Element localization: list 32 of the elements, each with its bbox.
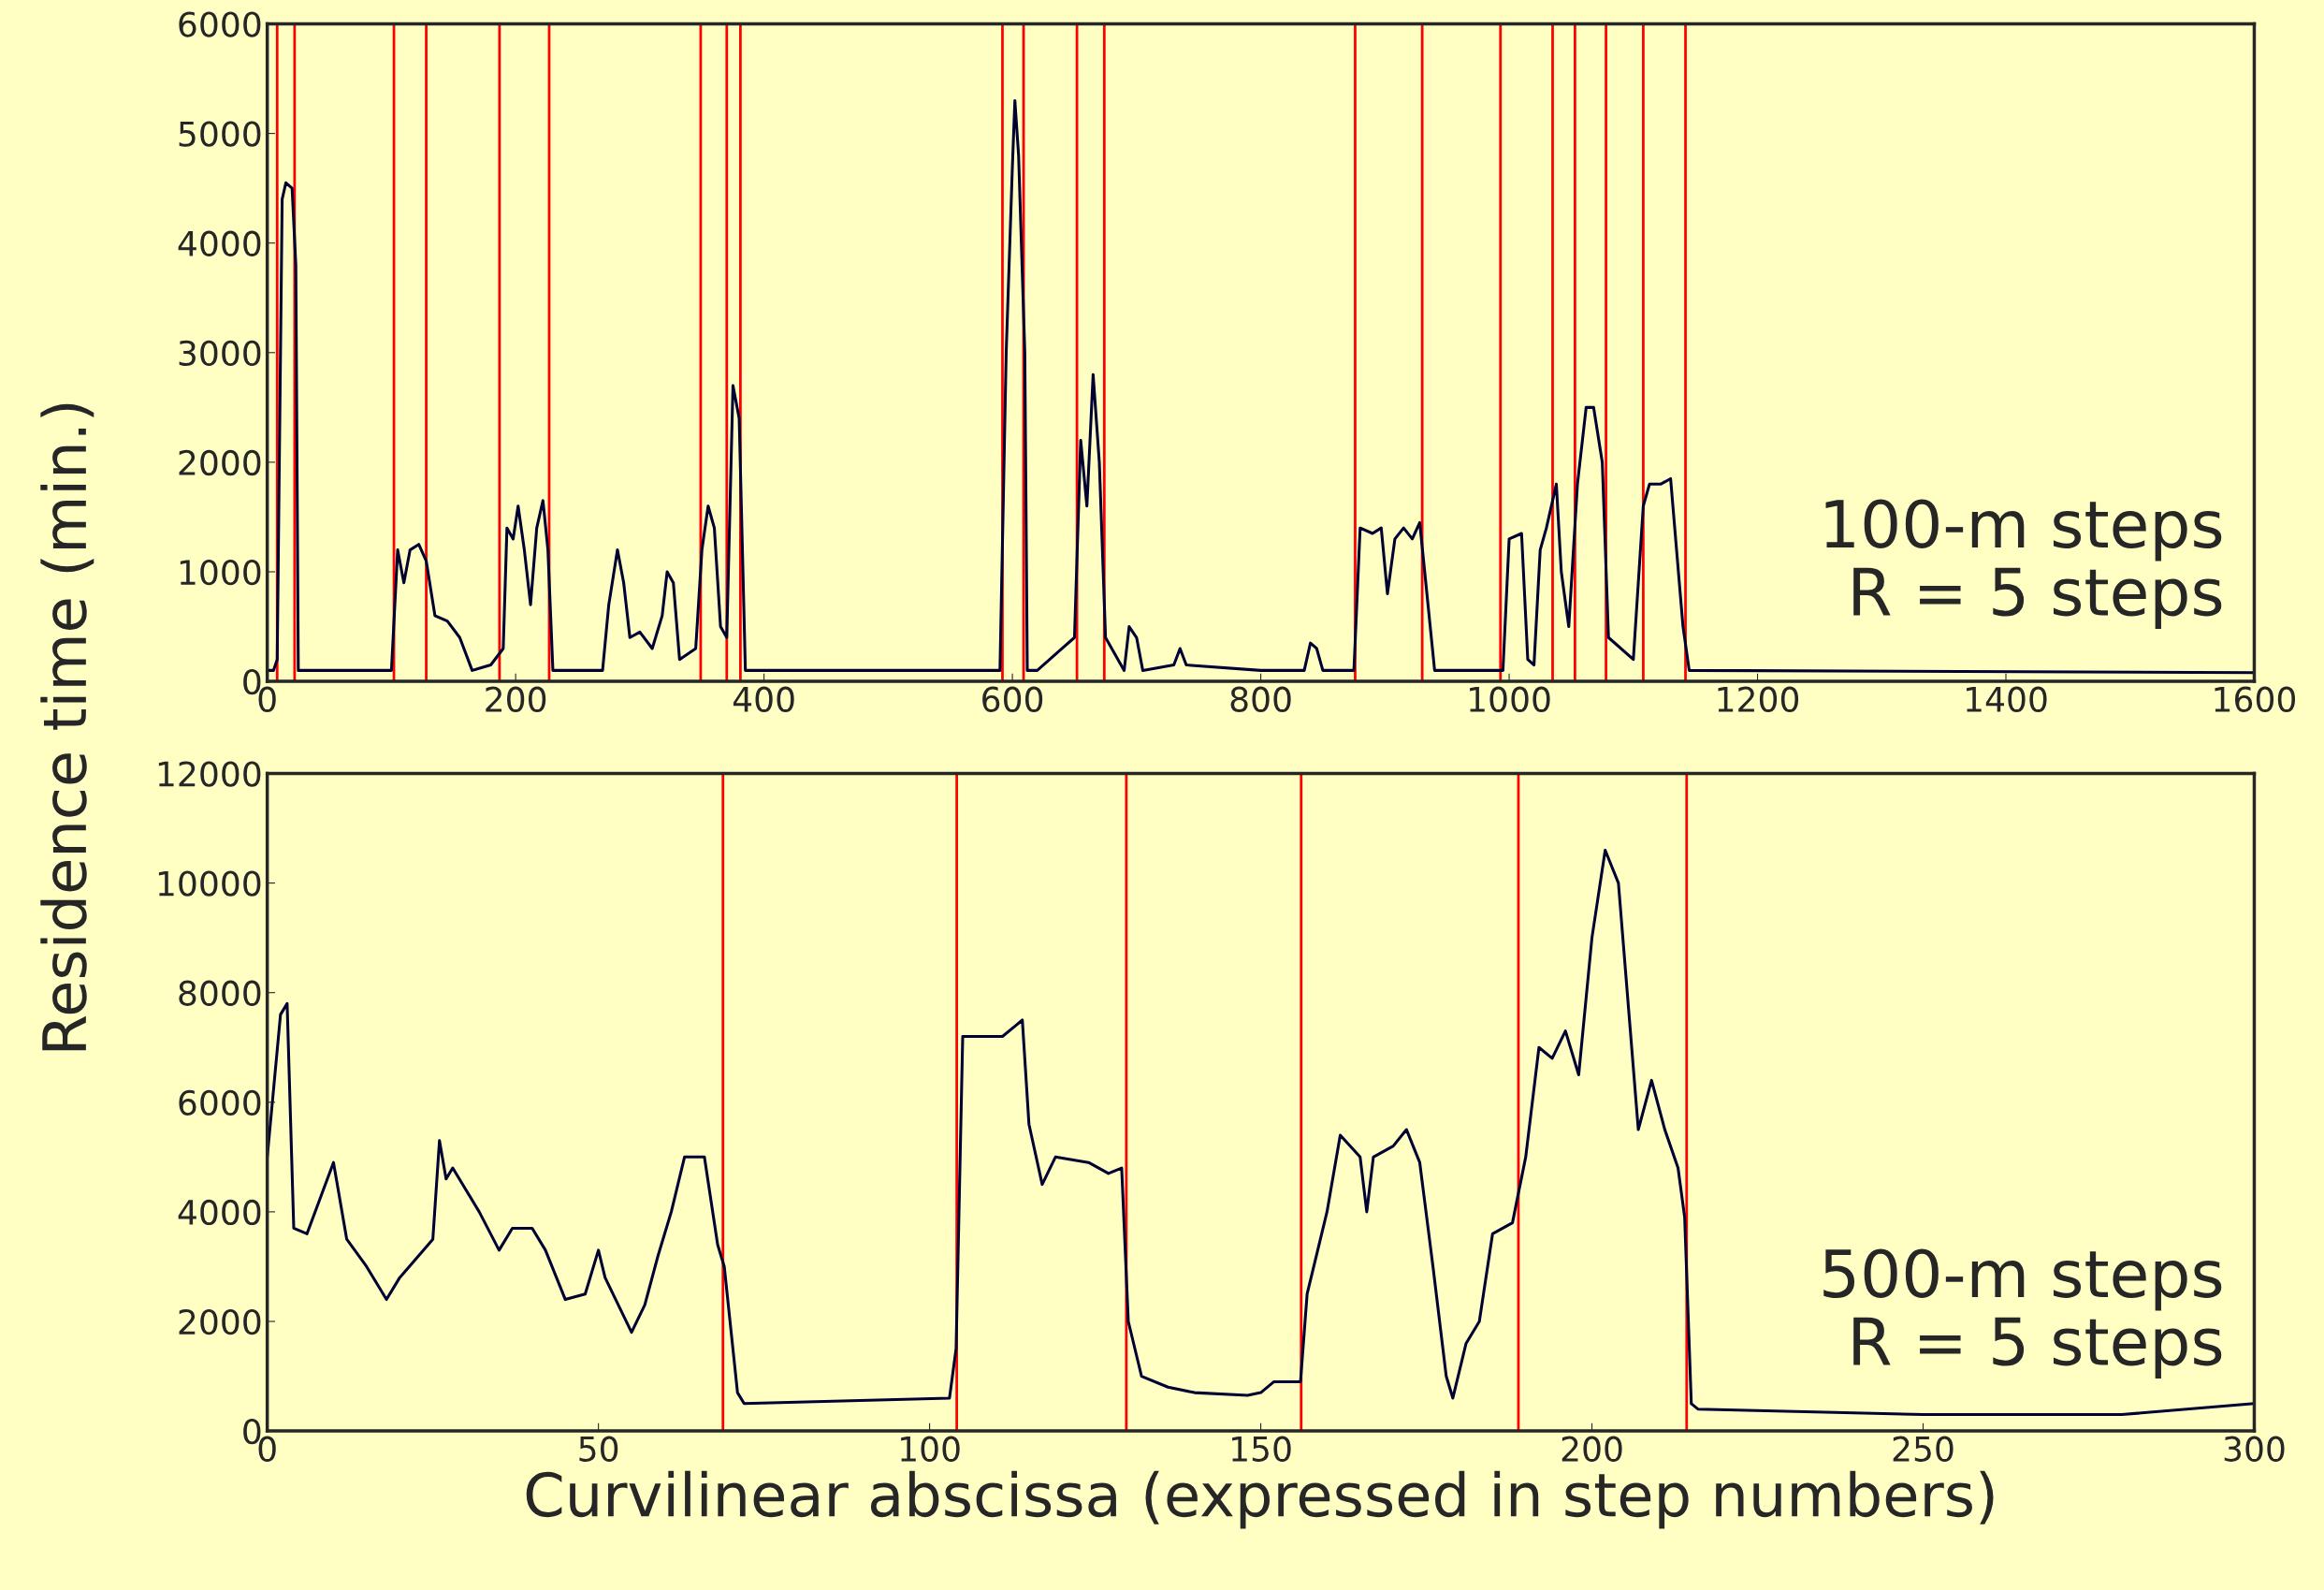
y-tick-label: 4000 [178, 230, 261, 256]
x-tick-label: 150 [1232, 1436, 1291, 1462]
x-tick-label: 100 [901, 1436, 960, 1462]
x-tick-label: 1400 [1967, 686, 2047, 712]
x-tick-label: 600 [982, 686, 1043, 712]
x-axis-title: Curvilinear abscissa (expressed in step numbers) [526, 1470, 1994, 1529]
y-tick-label: 12000 [158, 761, 261, 787]
x-tick-label: 200 [486, 686, 546, 712]
line-series [267, 98, 2255, 675]
line-series [267, 848, 2255, 1417]
y-tick-label: 6000 [179, 11, 261, 37]
x-tick-label: 300 [2224, 1436, 2285, 1462]
x-tick-label: 200 [1561, 1436, 1622, 1462]
annotation: 100-m steps R = 5 steps [1825, 499, 2222, 629]
y-tick-label: 6000 [179, 1089, 261, 1116]
annotation: 500-m steps R = 5 steps [1823, 1248, 2222, 1378]
x-tick-label: 250 [1893, 1436, 1954, 1462]
y-axis-title: Residence time (min.) [40, 403, 94, 1051]
y-tick-label: 1000 [180, 559, 261, 586]
y-tick-label: 2000 [179, 1308, 261, 1335]
y-tick-label: 3000 [179, 340, 261, 367]
x-tick-label: 1200 [1718, 686, 1799, 712]
y-tick-label: 2000 [179, 449, 261, 476]
y-tick-label: 8000 [179, 980, 261, 1006]
x-tick-label: 50 [579, 1436, 618, 1462]
x-tick-label: 400 [733, 686, 794, 712]
y-tick-label: 10000 [158, 870, 261, 897]
y-tick-label: 4000 [178, 1199, 261, 1226]
x-tick-label: 800 [1230, 686, 1291, 712]
x-tick-label: 1000 [1470, 686, 1550, 712]
x-tick-label: 1600 [2215, 686, 2296, 712]
y-tick-label: 5000 [179, 121, 261, 147]
